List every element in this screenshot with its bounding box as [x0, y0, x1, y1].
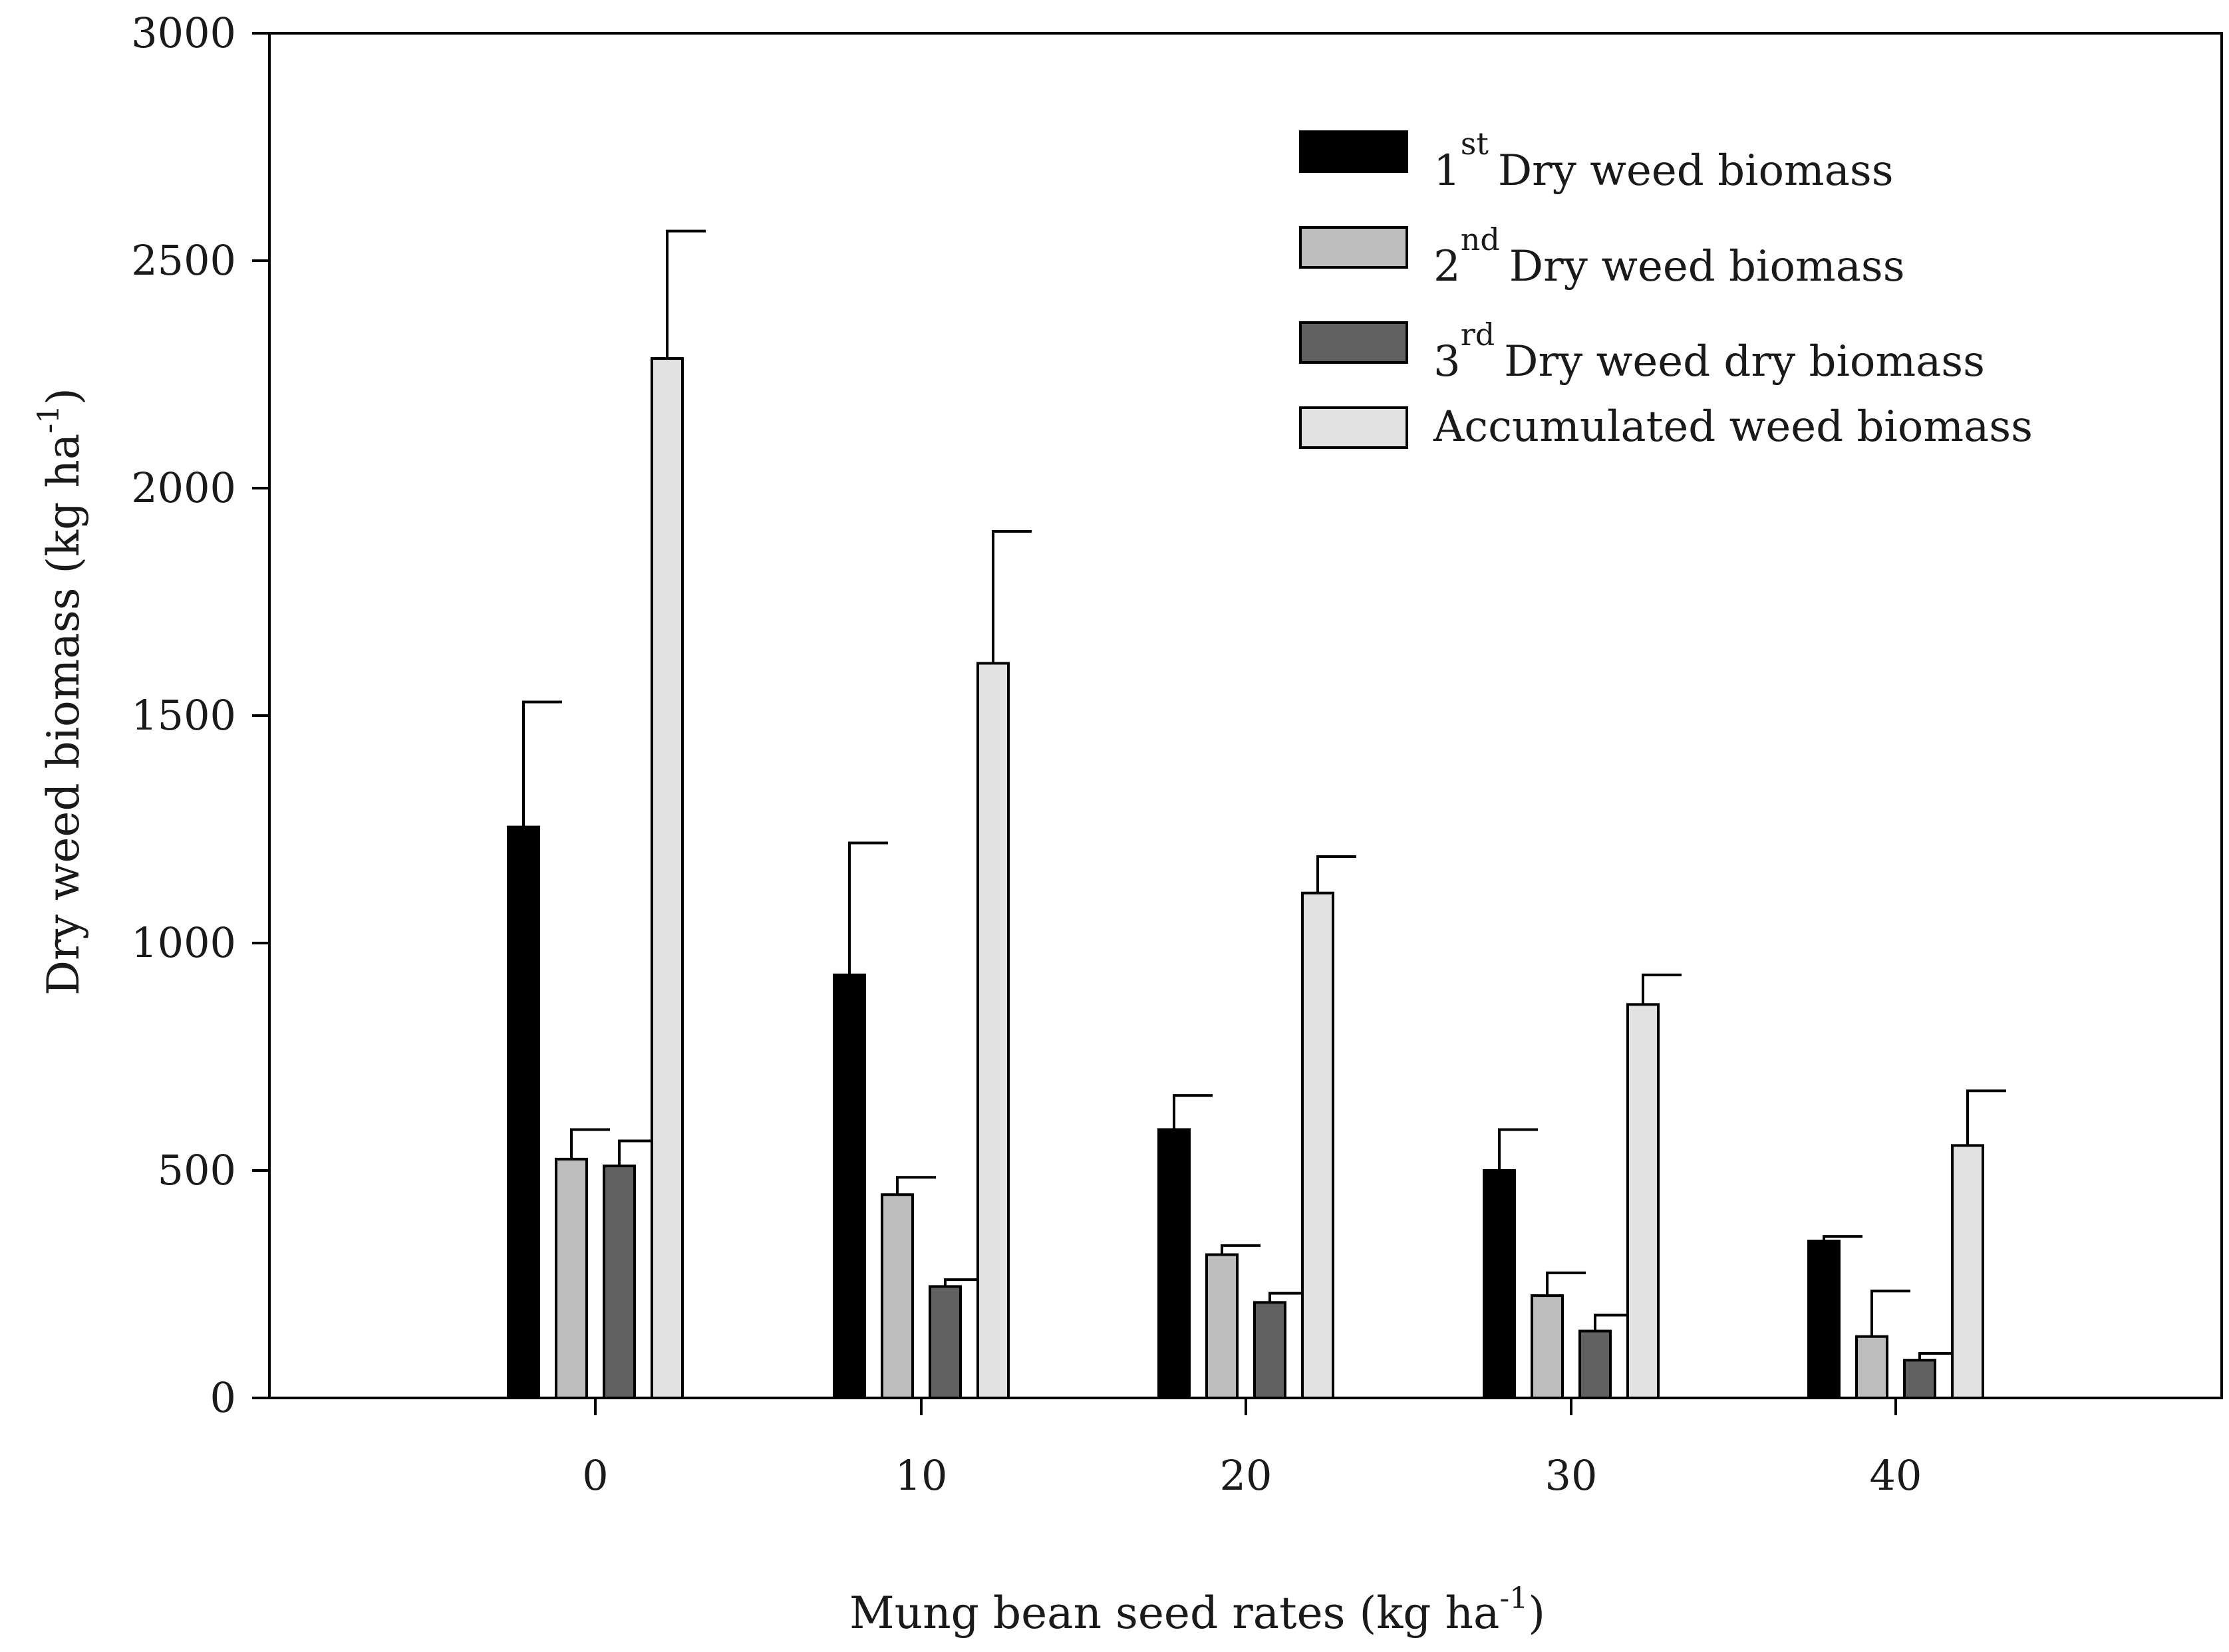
bar — [1483, 1169, 1516, 1399]
legend-label: 2ndDry weed biomass — [1433, 221, 1905, 291]
legend-label: 3rd Dry weed dry biomass — [1433, 317, 1985, 386]
legend-swatch — [1299, 406, 1408, 449]
bar — [603, 1165, 636, 1400]
legend-swatch — [1299, 130, 1408, 173]
legend-swatch — [1299, 321, 1408, 364]
bar — [651, 357, 684, 1399]
x-tick-label: 30 — [1545, 1451, 1598, 1500]
bar — [929, 1285, 962, 1400]
legend-ordinal-suffix: st — [1461, 126, 1489, 162]
x-axis-title-sup: -1 — [1499, 1582, 1528, 1615]
bar — [1253, 1301, 1286, 1399]
bar — [1205, 1253, 1239, 1400]
legend-label: 1stDry weed biomass — [1433, 126, 1894, 196]
y-tick-label: 2500 — [131, 236, 236, 285]
legend-text: Dry weed biomass — [1509, 242, 1905, 291]
x-axis-title: Mung bean seed rates (kg ha-1) — [849, 1582, 1545, 1639]
bar — [833, 973, 866, 1399]
legend-text: Accumulated weed biomass — [1433, 402, 2033, 452]
legend-label: Accumulated weed biomass — [1433, 402, 2033, 452]
bar — [1157, 1128, 1191, 1399]
x-axis: 0 10 20 30 40 — [582, 1398, 1922, 1500]
legend-ordinal-suffix: nd — [1461, 221, 1500, 257]
legend-text: Dry weed biomass — [1498, 146, 1894, 196]
bar — [881, 1193, 914, 1399]
y-axis-title: Dry weed biomass (kg ha-1) — [32, 388, 89, 996]
y-tick-label: 1500 — [131, 691, 236, 740]
x-axis-title-close: ) — [1528, 1587, 1545, 1639]
x-tick-label: 20 — [1220, 1451, 1272, 1500]
legend-text: Dry weed dry biomass — [1504, 337, 1985, 386]
y-axis-title-main: Dry weed biomass (kg ha — [38, 434, 89, 996]
bar — [1578, 1329, 1612, 1400]
legend-ordinal: 1 — [1433, 146, 1461, 196]
y-tick-label: 2000 — [131, 464, 236, 512]
bar — [1301, 891, 1334, 1399]
legend-ordinal: 2 — [1433, 242, 1461, 291]
y-axis: 0 500 1000 1500 2000 2500 3000 — [131, 9, 269, 1422]
y-tick-label: 0 — [210, 1373, 236, 1422]
bar — [1903, 1359, 1936, 1400]
y-tick-label: 3000 — [131, 9, 236, 57]
bars — [507, 229, 2006, 1400]
bar — [555, 1157, 588, 1400]
x-axis-title-main: Mung bean seed rates (kg ha — [849, 1587, 1499, 1639]
legend-swatch — [1299, 226, 1408, 269]
y-axis-title-sup: -1 — [32, 405, 66, 434]
y-tick-label: 1000 — [131, 918, 236, 967]
bar — [1531, 1294, 1564, 1399]
legend-ordinal-suffix: rd — [1461, 317, 1495, 352]
bar — [976, 662, 1010, 1400]
bar — [1855, 1335, 1888, 1400]
bar — [1951, 1144, 1984, 1399]
bar — [1626, 1003, 1660, 1399]
y-axis-title-close: ) — [38, 388, 89, 405]
legend-ordinal: 3 — [1433, 337, 1461, 386]
x-tick-label: 10 — [895, 1451, 948, 1500]
x-tick-label: 0 — [582, 1451, 608, 1500]
bar — [507, 825, 540, 1399]
y-tick-label: 500 — [158, 1146, 236, 1194]
bar — [1807, 1240, 1841, 1400]
x-tick-label: 40 — [1870, 1451, 1922, 1500]
